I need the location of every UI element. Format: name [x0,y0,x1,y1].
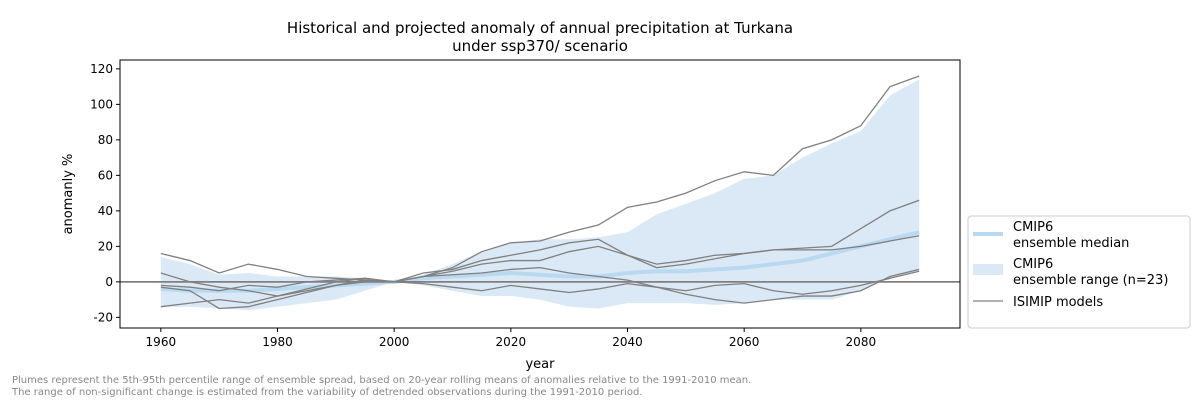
legend: CMIP6 ensemble median CMIP6 ensemble range… [967,215,1191,329]
y-tick-label: -20 [93,310,113,324]
ensemble-range-band [160,79,920,311]
isimip-model-line-2 [160,199,920,283]
footnote-line-2: The range of non-significant change is e… [12,387,643,398]
legend-range-label: CMIP6 ensemble range (n=23) [1013,257,1168,288]
x-tick-label: 2080 [846,335,877,349]
footnote-line-1: Plumes represent the 5th-95th percentile… [12,375,752,386]
chart-subtitle: under ssp370/ scenario [452,37,628,55]
y-tick-label: 20 [98,239,113,253]
x-axis-label: year [525,357,555,372]
y-tick-label: 60 [98,168,113,182]
y-tick-label: 120 [90,62,113,76]
y-axis-label: anomanly % [61,154,76,235]
chart-title: Historical and projected anomaly of annu… [287,19,793,37]
legend-median-line1: CMIP6 ensemble median [1013,220,1129,251]
isimip-model-line-5 [160,267,920,308]
y-tick-label: 80 [98,133,113,147]
axes-frame [119,59,961,329]
x-tick-label: 2000 [379,335,410,349]
y-tick-label: 0 [105,275,113,289]
isimip-model-line-4 [160,268,920,310]
x-tick-label: 2040 [612,335,643,349]
y-tick-label: 40 [98,204,113,218]
x-tick-label: 2020 [496,335,527,349]
x-tick-label: 2060 [729,335,760,349]
x-tick-label: 1960 [146,335,177,349]
x-tick-label: 1980 [262,335,293,349]
ensemble-median-line [160,230,920,293]
legend-models-label: ISIMIP models [1013,295,1103,310]
y-tick-label: 100 [90,97,113,111]
isimip-model-line-1 [160,75,920,292]
legend-range-swatch [973,264,1003,275]
